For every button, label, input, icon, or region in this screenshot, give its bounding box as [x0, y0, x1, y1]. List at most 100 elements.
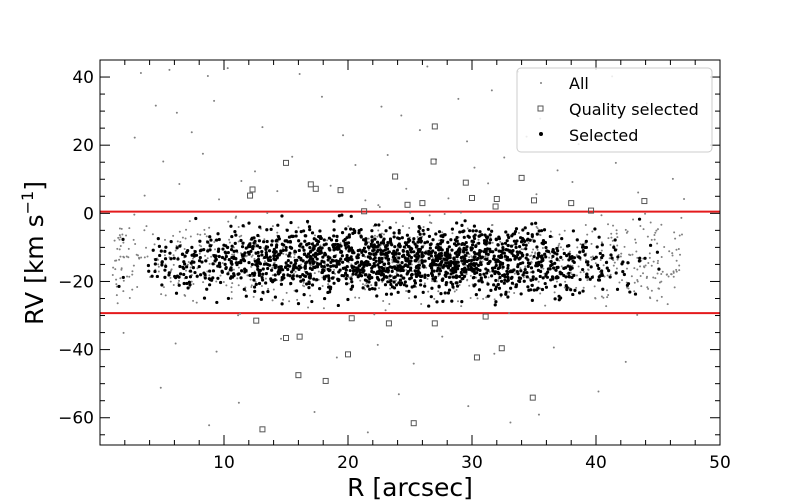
all-point — [561, 258, 564, 261]
all-point — [264, 277, 267, 280]
selected-point — [344, 268, 348, 272]
all-point — [254, 170, 256, 173]
selected-point — [215, 238, 219, 242]
all-point — [272, 288, 275, 291]
all-point — [297, 226, 300, 229]
selected-point — [224, 244, 228, 248]
selected-point — [468, 229, 472, 233]
selected-point — [493, 287, 498, 291]
selected-point — [226, 272, 230, 276]
selected-point — [235, 262, 239, 267]
selected-point — [409, 246, 413, 250]
all-point — [154, 104, 157, 107]
selected-point — [441, 299, 445, 303]
quality-point — [498, 345, 505, 352]
selected-point — [527, 288, 531, 292]
selected-point — [638, 256, 642, 260]
selected-point — [303, 239, 307, 243]
all-point — [412, 362, 415, 365]
selected-point — [584, 239, 588, 244]
all-point — [552, 346, 555, 349]
selected-point — [202, 296, 207, 300]
selected-point — [190, 245, 194, 250]
y-axis-label-group: RV [km s−1] — [18, 181, 49, 325]
selected-point — [213, 259, 217, 263]
selected-point — [362, 269, 366, 273]
all-point — [388, 278, 391, 281]
selected-point — [380, 260, 384, 264]
selected-point — [249, 249, 253, 253]
all-point — [288, 300, 291, 303]
all-point — [624, 360, 627, 363]
selected-point — [262, 240, 266, 244]
all-point — [391, 274, 394, 277]
selected-point — [269, 243, 274, 247]
selected-point — [514, 227, 519, 231]
selected-point — [485, 271, 489, 275]
selected-point — [372, 262, 376, 266]
selected-point — [310, 283, 315, 287]
selected-point — [368, 287, 372, 291]
all-point — [276, 190, 279, 193]
all-point — [469, 274, 472, 277]
selected-point — [508, 258, 513, 262]
all-point — [586, 233, 589, 236]
quality-point — [392, 173, 399, 180]
selected-point — [592, 256, 596, 261]
selected-point — [413, 281, 418, 285]
selected-point — [381, 239, 386, 243]
selected-point — [532, 255, 536, 259]
selected-point — [359, 262, 364, 266]
selected-point — [349, 287, 353, 291]
selected-point — [261, 272, 265, 276]
selected-point — [449, 238, 453, 242]
selected-point — [389, 292, 393, 296]
all-point — [322, 307, 325, 310]
all-point — [389, 287, 392, 290]
selected-point — [273, 278, 277, 282]
selected-point — [461, 249, 466, 253]
quality-point — [492, 203, 499, 210]
selected-point — [593, 227, 597, 231]
all-point — [650, 289, 653, 292]
selected-point — [440, 240, 444, 244]
selected-point — [477, 250, 482, 255]
legend: All Quality selected Selected — [516, 67, 713, 153]
all-point — [675, 270, 678, 273]
all-point — [367, 241, 370, 244]
selected-point — [293, 258, 297, 263]
selected-point — [505, 279, 509, 283]
selected-point — [275, 243, 279, 247]
selected-point — [475, 257, 479, 262]
selected-point — [369, 252, 373, 256]
selected-point — [351, 268, 356, 272]
all-point — [271, 264, 274, 267]
selected-point — [326, 258, 330, 262]
all-point — [671, 177, 674, 180]
all-point — [300, 263, 303, 266]
all-point — [198, 252, 201, 255]
selected-point — [251, 244, 255, 249]
selected-point — [239, 276, 243, 280]
all-point — [465, 273, 468, 276]
selected-point — [363, 273, 367, 277]
selected-point — [469, 248, 473, 252]
all-point — [382, 233, 385, 236]
selected-point — [633, 292, 638, 296]
all-point — [646, 235, 649, 238]
selected-point — [521, 228, 525, 232]
selected-point — [449, 280, 453, 284]
all-point — [388, 302, 391, 305]
selected-point — [373, 252, 378, 256]
selected-point — [433, 275, 438, 279]
selected-point — [302, 293, 306, 297]
all-point — [425, 266, 428, 269]
selected-point — [262, 262, 267, 266]
all-point — [261, 126, 264, 129]
all-point — [576, 246, 579, 249]
all-point — [395, 255, 398, 258]
all-point — [221, 261, 224, 264]
all-point — [607, 237, 610, 240]
all-point — [206, 75, 209, 78]
all-point — [228, 238, 231, 241]
